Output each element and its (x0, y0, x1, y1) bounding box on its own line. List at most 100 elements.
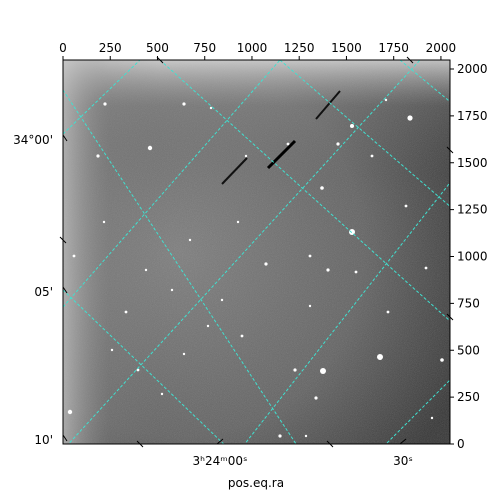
star (72, 254, 76, 258)
star (430, 416, 434, 420)
streaks (221, 90, 341, 185)
star (236, 220, 240, 224)
right-tick-label: 750 (457, 296, 480, 310)
satellite-streak (266, 139, 297, 170)
star (354, 270, 358, 274)
star (293, 368, 297, 372)
world-minor-tick (326, 440, 334, 448)
world-minor-tick (156, 56, 164, 64)
dec-tick (62, 434, 68, 442)
right-tick-label: 250 (457, 390, 480, 404)
plot-frame (62, 59, 451, 445)
star (110, 348, 114, 352)
star (386, 310, 390, 314)
top-tick-label: 1500 (331, 41, 362, 55)
ra-tick-label: 30ˢ (393, 454, 413, 468)
star (96, 154, 100, 158)
star (209, 106, 213, 110)
star (147, 145, 153, 151)
dec-tick (62, 286, 68, 294)
star (424, 266, 428, 270)
star (370, 154, 374, 158)
world-minor-tick (136, 440, 144, 448)
right-tick-label: 2000 (457, 62, 488, 76)
star (244, 154, 248, 158)
star (308, 254, 312, 258)
star (404, 204, 408, 208)
grid-line (159, 60, 450, 322)
star (314, 396, 318, 400)
star (320, 186, 324, 190)
star (160, 392, 164, 396)
right-tick-label: 0 (457, 437, 465, 451)
star (440, 358, 444, 362)
star (103, 102, 107, 106)
dec-tick-label: 10' (34, 433, 53, 447)
dec-tick-label: 34°00' (13, 133, 53, 147)
star (336, 142, 340, 146)
top-tick-label: 500 (146, 41, 169, 55)
world-minor-tick (446, 146, 454, 154)
stars (67, 98, 444, 438)
star (136, 368, 140, 372)
right-tick-label: 1000 (457, 250, 488, 264)
grid-line (63, 289, 225, 444)
star (240, 334, 244, 338)
world-minor-tick (446, 313, 454, 321)
world-minor-tick (406, 56, 414, 64)
coordinate-grid (63, 60, 450, 444)
star (102, 220, 106, 224)
star (384, 98, 388, 102)
top-pixel-axis: 0 250 500 750 1000 1250 1500 1750 2000 (59, 41, 456, 60)
dec-tick-label: 05' (34, 285, 53, 299)
x-axis-title: pos.eq.ra (228, 476, 284, 490)
star (304, 434, 308, 438)
star (182, 102, 186, 106)
grid-line (63, 89, 297, 444)
star (170, 288, 174, 292)
world-minor-tick (59, 236, 67, 244)
star (124, 310, 128, 314)
top-tick-label: 0 (59, 41, 67, 55)
star (206, 324, 210, 328)
star (377, 354, 383, 360)
star (326, 268, 330, 272)
world-axes: 34°00' 05' 10' 3ʰ24ᵐ00ˢ 30ˢ (13, 56, 454, 468)
satellite-streak (315, 90, 341, 120)
satellite-streak (221, 157, 248, 185)
grid-line (67, 60, 421, 444)
star (264, 262, 268, 266)
star (286, 142, 290, 146)
top-tick-label: 1000 (237, 41, 268, 55)
grid-line (244, 181, 450, 444)
right-tick-label: 1750 (457, 109, 488, 123)
top-tick-label: 250 (99, 41, 122, 55)
star (144, 268, 148, 272)
right-tick-label: 1250 (457, 203, 488, 217)
grid-line (63, 60, 141, 135)
dec-tick (62, 134, 68, 142)
star (67, 409, 73, 415)
right-tick-label: 1500 (457, 156, 488, 170)
ra-tick-label: 3ʰ24ᵐ00ˢ (193, 454, 248, 468)
right-pixel-axis: 0 250 500 750 1000 1250 1500 1750 2000 (450, 62, 488, 451)
grid-line (279, 60, 450, 208)
top-tick-label: 2000 (426, 41, 457, 55)
ra-tick (216, 438, 224, 445)
star (182, 352, 186, 356)
star (220, 298, 224, 302)
grid-line (385, 379, 450, 444)
top-tick-label: 1750 (378, 41, 409, 55)
star (188, 238, 192, 242)
star (350, 124, 354, 128)
right-tick-label: 500 (457, 343, 480, 357)
star (349, 229, 355, 235)
top-tick-label: 750 (193, 41, 216, 55)
star (407, 115, 413, 121)
star (278, 434, 282, 438)
ra-tick (399, 438, 407, 445)
sky-image (62, 59, 451, 445)
top-tick-label: 1250 (284, 41, 315, 55)
star (320, 368, 326, 374)
